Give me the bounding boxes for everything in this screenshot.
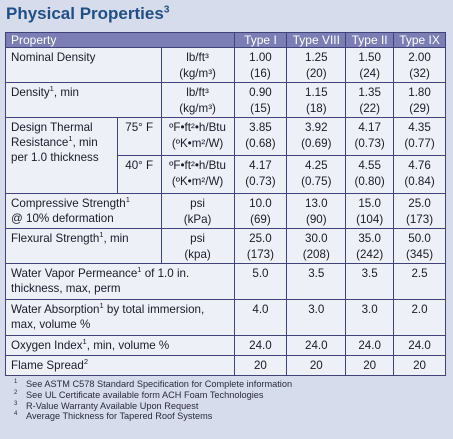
table-row: Nominal Density lb/ft³ (kg/m³) 1.00 (16) 1… bbox=[5, 47, 446, 83]
cell: 3.92 (0.69) bbox=[286, 117, 347, 156]
cell: 1.80 (29) bbox=[393, 82, 446, 118]
cell: 4.17 (0.73) bbox=[233, 155, 288, 194]
cell: 5.0 bbox=[233, 263, 288, 300]
cell: 10.0 (69) bbox=[233, 193, 288, 229]
page-title: Physical Properties3 bbox=[6, 4, 170, 23]
cell: 4.35 (0.77) bbox=[393, 117, 446, 156]
row-label: Flame Spread2 bbox=[5, 355, 235, 376]
header-type-ix: Type IX bbox=[393, 32, 446, 48]
cell: 2.0 bbox=[393, 299, 446, 336]
cell: 3.0 bbox=[286, 299, 347, 336]
cell: 4.25 (0.75) bbox=[286, 155, 347, 194]
footnote: 1 See ASTM C578 Standard Specification fo… bbox=[14, 378, 293, 389]
row-unit: psi (kpa) bbox=[160, 228, 235, 264]
cell: 3.85 (0.68) bbox=[233, 117, 288, 156]
cell: 1.35 (22) bbox=[345, 82, 395, 118]
cell: 24.0 bbox=[286, 335, 347, 356]
row-label: Nominal Density bbox=[5, 47, 162, 83]
table-row: Water Absorption1 by total immersion, max… bbox=[5, 299, 446, 336]
temp-label: 75° F bbox=[116, 117, 162, 156]
cell: 24.0 bbox=[393, 335, 446, 356]
row-label: Compressive Strength1 @ 10% deformation bbox=[5, 193, 162, 229]
row-unit: ºF•ft²•h/Btu (ºK•m²/W) bbox=[160, 117, 235, 156]
footnote: 3 R-Value Warranty Available Upon Request bbox=[14, 400, 199, 411]
header-type-viii: Type VIII bbox=[286, 32, 347, 48]
cell: 4.76 (0.84) bbox=[393, 155, 446, 194]
table-row: Oxygen Index1, min, volume % 24.0 24.0 2… bbox=[5, 335, 446, 356]
cell: 13.0 (90) bbox=[286, 193, 347, 229]
cell: 20 bbox=[286, 355, 347, 376]
cell: 4.55 (0.80) bbox=[345, 155, 395, 194]
cell: 20 bbox=[345, 355, 395, 376]
table-row: Flame Spread2 20 20 20 20 bbox=[5, 355, 446, 376]
table-row: Compressive Strength1 @ 10% deformation p… bbox=[5, 193, 446, 229]
cell: 20 bbox=[393, 355, 446, 376]
row-label: Design Thermal Resistance1, min per 1.0 th… bbox=[5, 117, 118, 194]
row-unit: ºF•ft²•h/Btu (ºK•m²/W) bbox=[160, 155, 235, 194]
cell: 25.0 (173) bbox=[393, 193, 446, 229]
cell: 1.15 (18) bbox=[286, 82, 347, 118]
table-row: Design Thermal Resistance1, min per 1.0 th… bbox=[5, 117, 446, 194]
table-row: Water Vapor Permeance1 of 1.0 in. thickne… bbox=[5, 263, 446, 300]
cell: 2.5 bbox=[393, 263, 446, 300]
cell: 3.5 bbox=[286, 263, 347, 300]
table-row: Density1, min lb/ft³ (kg/m³) 0.90 (15) 1.1… bbox=[5, 82, 446, 118]
footnote: 4 Average Thickness for Tapered Roof Syst… bbox=[14, 411, 213, 422]
cell: 2.00 (32) bbox=[393, 47, 446, 83]
header-type-ii: Type II bbox=[345, 32, 395, 48]
cell: 4.0 bbox=[233, 299, 288, 336]
cell: 4.17 (0.73) bbox=[345, 117, 395, 156]
cell: 1.25 (20) bbox=[286, 47, 347, 83]
cell: 3.5 bbox=[345, 263, 395, 300]
row-label: Density1, min bbox=[5, 82, 162, 118]
row-label: Oxygen Index1, min, volume % bbox=[5, 335, 235, 356]
cell: 1.00 (16) bbox=[233, 47, 288, 83]
row-label: Water Vapor Permeance1 of 1.0 in. thickne… bbox=[5, 263, 235, 300]
cell: 3.0 bbox=[345, 299, 395, 336]
cell: 1.50 (24) bbox=[345, 47, 395, 83]
row-label: Water Absorption1 by total immersion, max… bbox=[5, 299, 235, 336]
cell: 0.90 (15) bbox=[233, 82, 288, 118]
row-label: Flexural Strength1, min bbox=[5, 228, 162, 264]
table-row: Flexural Strength1, min psi (kpa) 25.0 (17… bbox=[5, 228, 446, 264]
footnotes: 1 See ASTM C578 Standard Specification fo… bbox=[14, 379, 292, 422]
cell: 50.0 (345) bbox=[393, 228, 446, 264]
cell: 24.0 bbox=[345, 335, 395, 356]
cell: 30.0 (208) bbox=[286, 228, 347, 264]
properties-table: Property Type I Type VIII Type II Type I… bbox=[5, 32, 446, 376]
cell: 35.0 (242) bbox=[345, 228, 395, 264]
header-row: Property Type I Type VIII Type II Type I… bbox=[5, 32, 446, 48]
footnote: 2 See UL Certificate available form ACH F… bbox=[14, 389, 264, 400]
cell: 25.0 (173) bbox=[233, 228, 288, 264]
temp-label: 40° F bbox=[116, 155, 162, 194]
table-row: 40° F ºF•ft²•h/Btu (ºK•m²/W) 4.17 (0.73) 4… bbox=[6, 155, 446, 194]
row-unit: lb/ft³ (kg/m³) bbox=[160, 47, 235, 83]
row-unit: psi (kPa) bbox=[160, 193, 235, 229]
cell: 24.0 bbox=[233, 335, 288, 356]
row-unit: lb/ft³ (kg/m³) bbox=[160, 82, 235, 118]
cell: 15.0 (104) bbox=[345, 193, 395, 229]
cell: 20 bbox=[233, 355, 288, 376]
header-type-i: Type I bbox=[233, 32, 288, 48]
header-property: Property bbox=[5, 32, 235, 48]
